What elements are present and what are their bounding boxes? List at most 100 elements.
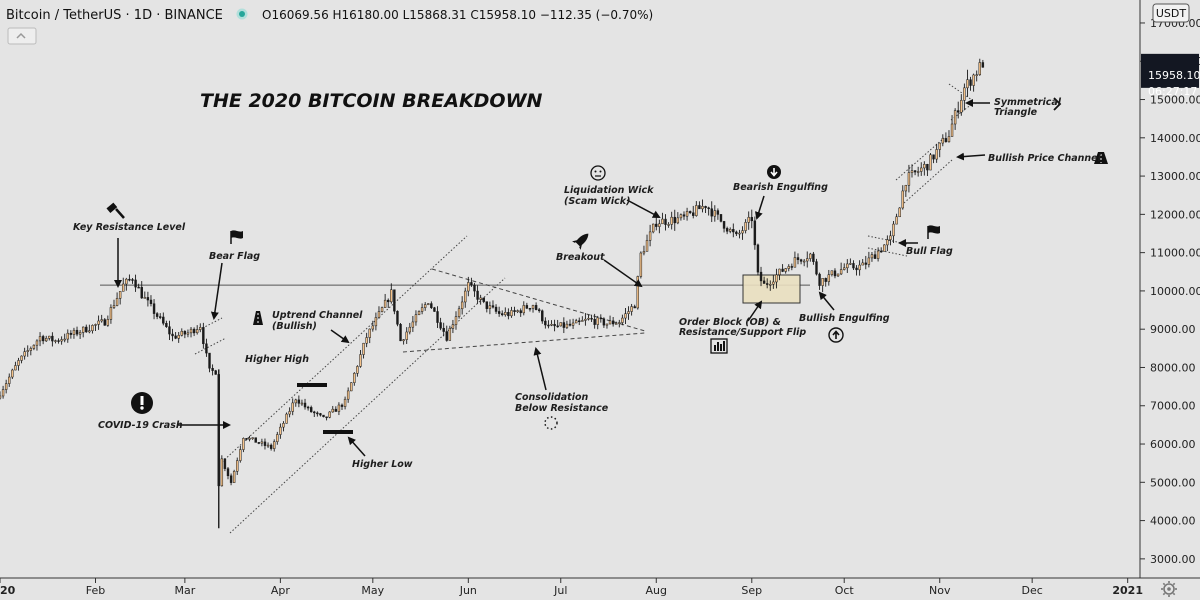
chevron-collapse-icon[interactable]	[7, 27, 37, 45]
label-breakout: Breakout	[556, 252, 605, 263]
uptrend-channel-upper	[221, 235, 468, 463]
candle-up	[787, 266, 790, 269]
uptrend-channel-lower	[229, 277, 506, 534]
candle-down	[387, 299, 390, 303]
candle-up	[827, 274, 831, 282]
candle-up	[741, 230, 744, 234]
candle-down	[556, 325, 559, 328]
candle-up	[23, 351, 26, 357]
candle-down	[445, 331, 448, 341]
candle-down	[470, 282, 473, 286]
candle-up	[870, 254, 874, 259]
candle-down	[673, 216, 676, 224]
candle-up	[621, 317, 624, 323]
label-higher-low: Higher Low	[352, 459, 413, 470]
label-bullish-engulfing: Bullish Engulfing	[799, 313, 890, 324]
candle-down	[165, 323, 168, 327]
candle-down	[957, 110, 960, 113]
candle-up	[118, 291, 122, 299]
candle-down	[602, 318, 606, 326]
candle-up	[390, 289, 393, 303]
candle-up	[618, 322, 621, 324]
candle-up	[343, 398, 347, 407]
candle-down	[183, 330, 187, 335]
candle-up	[189, 328, 193, 334]
candle-down	[704, 206, 707, 209]
candle-down	[171, 333, 174, 337]
candle-down	[553, 323, 556, 327]
arrow-bullish-engulfing	[818, 291, 835, 311]
candle-down	[245, 438, 248, 440]
arrow-bear-flag	[210, 262, 223, 320]
candle-up	[895, 216, 898, 225]
candle-up	[177, 335, 180, 339]
x-tick-label: Mar	[174, 584, 195, 597]
road-icon	[253, 311, 263, 325]
label-liquidation-wick: Liquidation Wick	[564, 185, 654, 196]
candle-up	[806, 258, 809, 262]
candle-up	[574, 320, 578, 324]
candle-up	[978, 62, 981, 75]
last-price-badge: 15958.10 06:27:17	[1141, 53, 1200, 98]
candle-down	[599, 317, 603, 320]
candle-down	[174, 335, 177, 339]
candle-up	[836, 273, 840, 277]
candle-down	[226, 468, 230, 477]
candle-up	[636, 276, 639, 309]
arrow-higher-low	[347, 436, 366, 457]
candle-up	[454, 316, 458, 325]
arrow-down-circle-icon	[767, 165, 781, 179]
candle-down	[393, 289, 396, 312]
candle-down	[812, 253, 815, 262]
candle-down	[306, 406, 310, 409]
price-channel-upper	[895, 137, 945, 181]
arrow-consolidation	[533, 347, 547, 391]
candle-down	[482, 297, 485, 302]
candle-up	[670, 216, 673, 225]
x-tick-label: 2021	[1112, 584, 1143, 597]
candle-down	[85, 326, 88, 333]
candle-up	[350, 382, 353, 392]
candle-up	[32, 344, 36, 349]
candle-up	[448, 328, 452, 341]
label-sym-triangle: Symmetrical	[994, 97, 1062, 108]
candle-down	[131, 279, 134, 281]
triangle-lower-line	[402, 332, 646, 353]
candle-down	[473, 284, 476, 292]
symbol-title[interactable]: Bitcoin / TetherUS · 1D · BINANCE	[6, 8, 223, 23]
candle-down	[799, 259, 803, 262]
candle-down	[750, 217, 753, 222]
candle-up	[883, 244, 886, 252]
currency-badge[interactable]: USDT	[1152, 3, 1190, 23]
candle-up	[661, 218, 664, 225]
candle-up	[531, 305, 535, 309]
candle-up	[584, 318, 587, 321]
candle-up	[112, 305, 116, 308]
candle-down	[399, 324, 402, 342]
candle-up	[849, 263, 852, 265]
candle-down	[519, 310, 522, 314]
candle-up	[356, 366, 359, 374]
candle-down	[57, 340, 60, 342]
candle-up	[627, 311, 630, 314]
candle-down	[765, 283, 769, 285]
candle-down	[753, 220, 757, 246]
candle-up	[97, 320, 100, 325]
candle-up	[331, 408, 334, 413]
candle-up	[713, 210, 717, 217]
candle-up	[839, 269, 843, 275]
candle-up	[383, 299, 387, 308]
candle-up	[963, 87, 966, 101]
candle-down	[879, 250, 883, 253]
gear-icon[interactable]	[1161, 581, 1177, 597]
candle-up	[346, 390, 350, 400]
candle-down	[781, 268, 784, 272]
candle-down	[433, 307, 436, 312]
candle-up	[778, 268, 781, 276]
candle-up	[729, 229, 732, 232]
candle-up	[239, 449, 242, 461]
candle-up	[11, 369, 14, 378]
candle-down	[501, 313, 504, 316]
candle-down	[818, 273, 821, 286]
